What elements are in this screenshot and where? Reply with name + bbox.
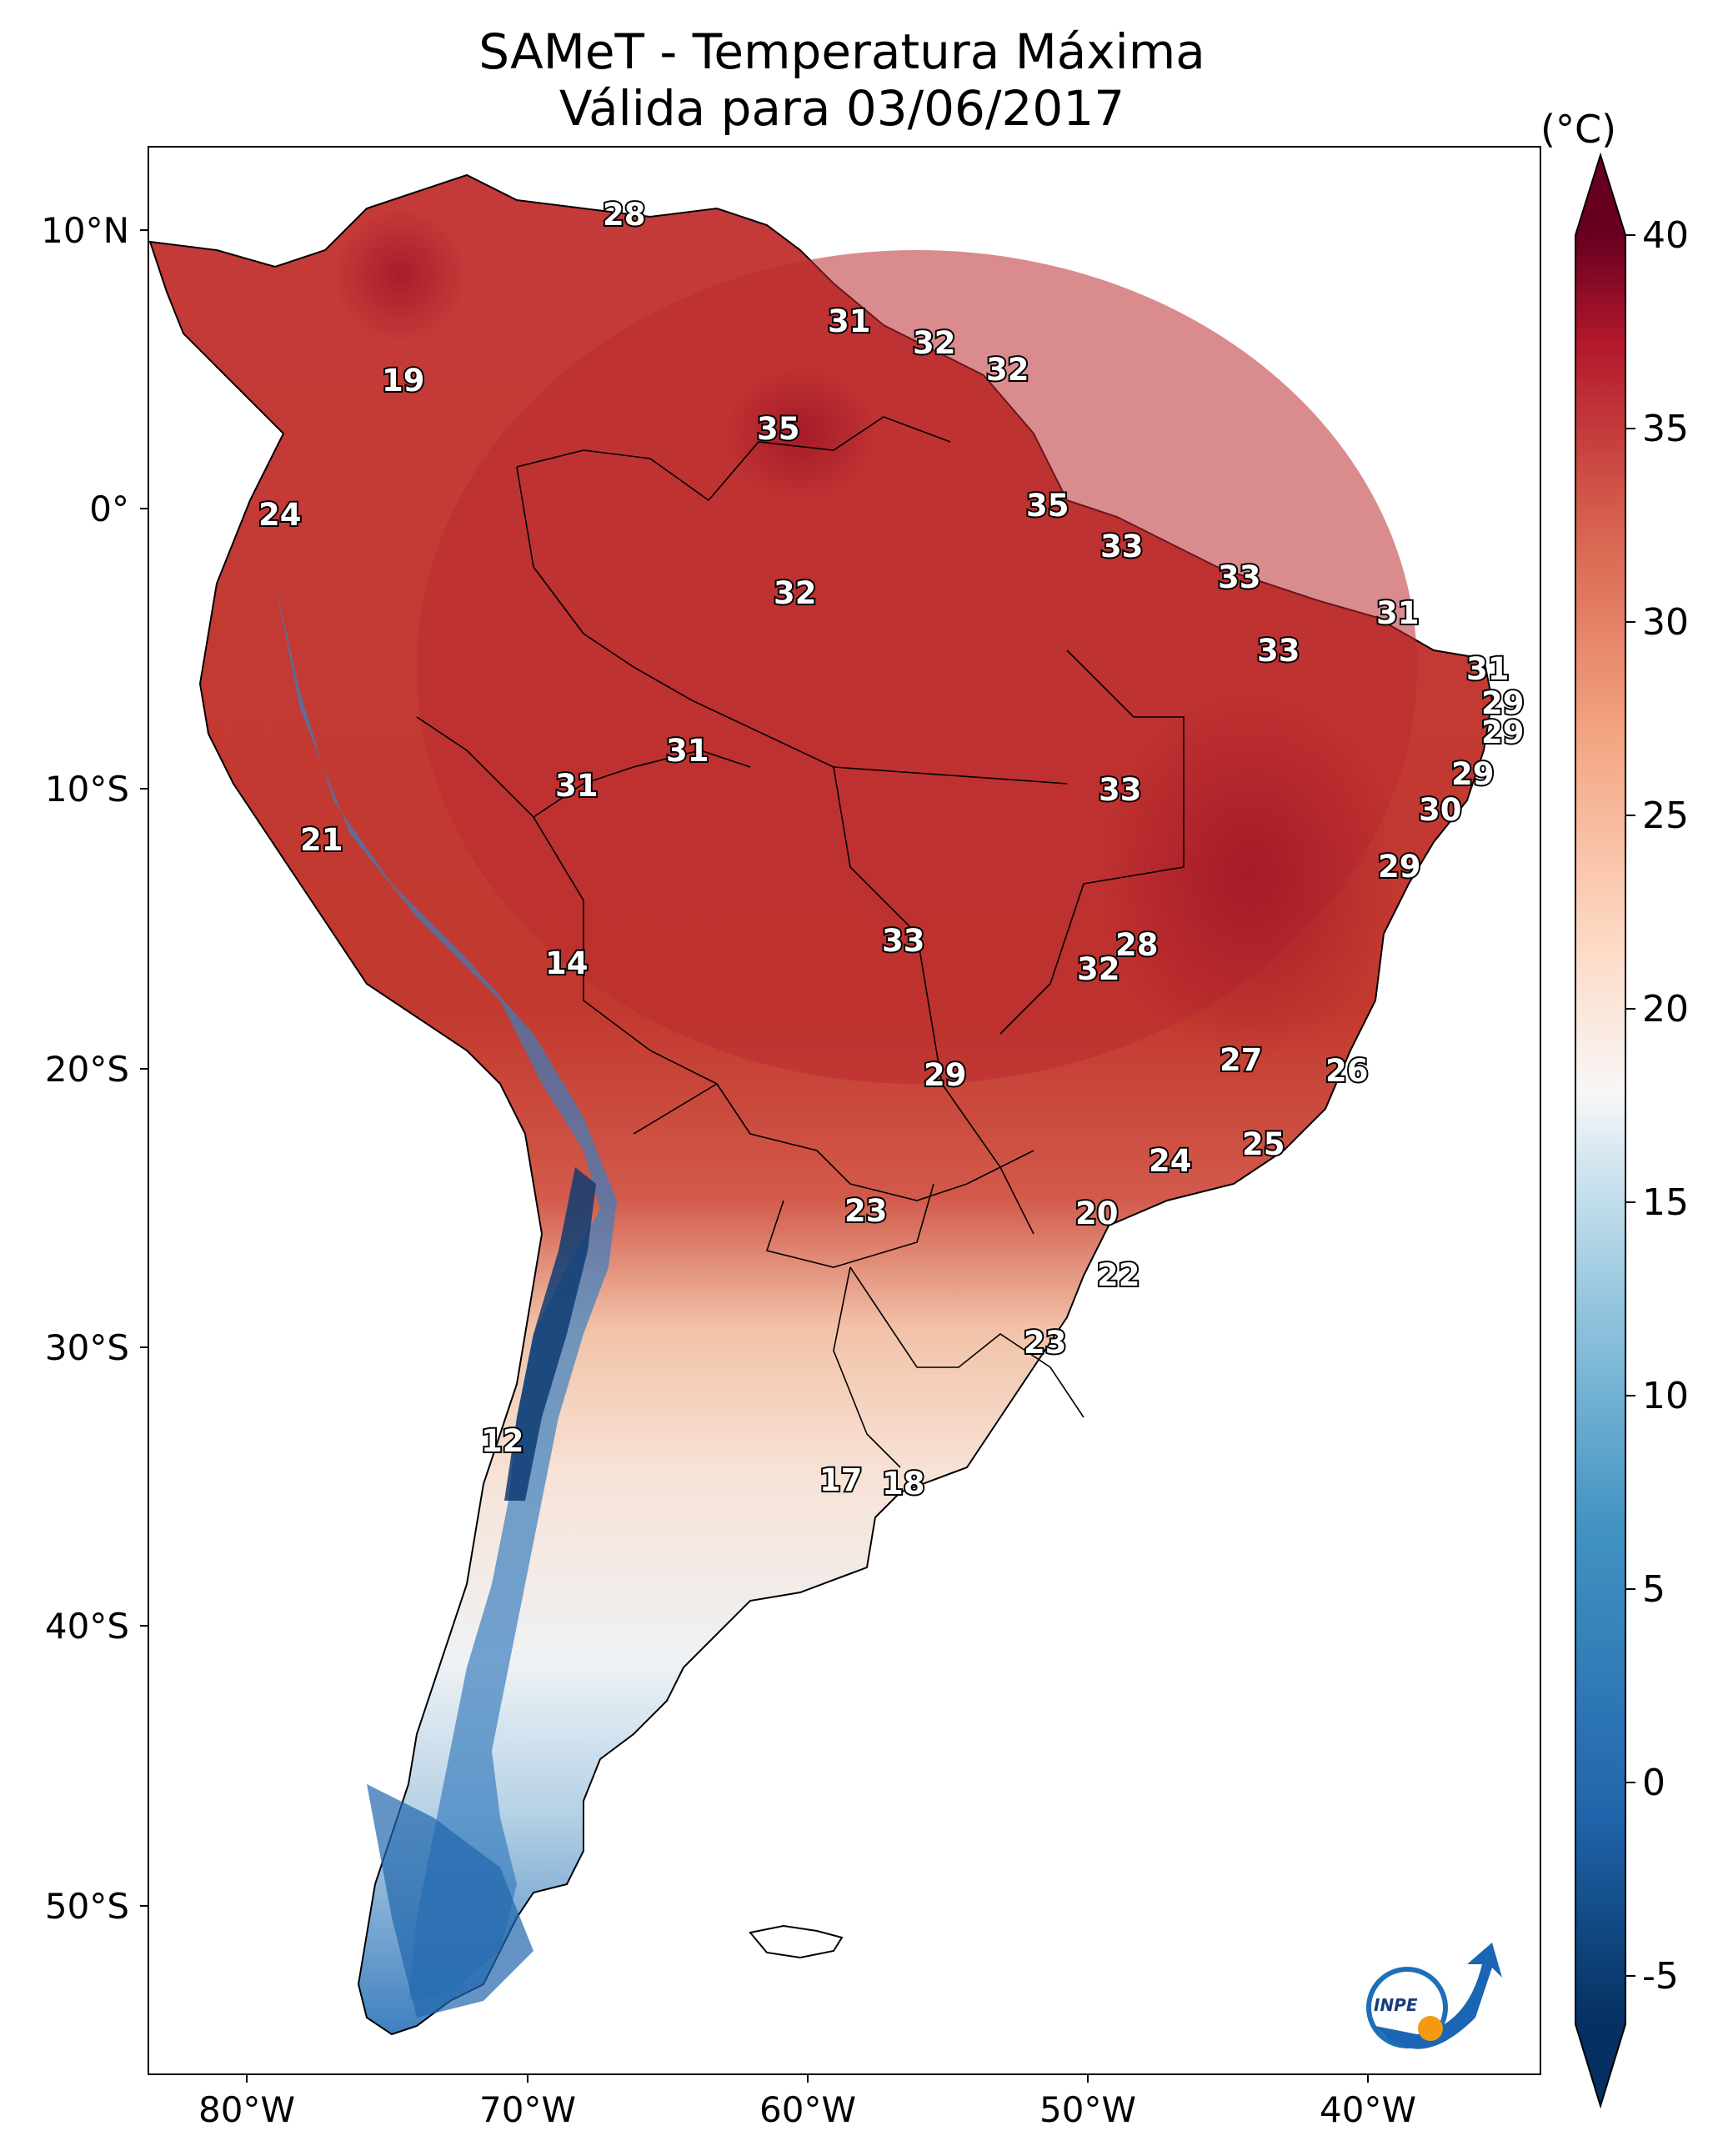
map-title: SAMeT - Temperatura Máxima (478, 23, 1205, 80)
value-label: 22 (1097, 1257, 1140, 1293)
station-value-labels: 28 19 31 32 32 35 35 24 33 32 33 31 33 3… (257, 195, 1526, 1503)
colorbar-tick-label: -5 (1642, 1955, 1679, 1998)
value-label: 18 (882, 1466, 925, 1502)
value-label: 35 (757, 411, 800, 447)
value-label: 14 (545, 945, 589, 981)
colorbar-tick-label: 0 (1642, 1762, 1665, 1804)
lat-labels: 10°N 0° 10°S 20°S 30°S 40°S 50°S (41, 210, 129, 1927)
value-label: 33 (882, 923, 925, 959)
map-area: 28 19 31 32 32 35 35 24 33 32 33 31 33 3… (148, 173, 1526, 2049)
value-label: 21 (300, 822, 343, 858)
colorbar-tick-label: 15 (1642, 1181, 1689, 1224)
lat-label: 30°S (45, 1327, 129, 1368)
value-label: 23 (844, 1193, 888, 1229)
logo-text: INPE (1374, 1995, 1418, 2015)
lat-label: 20°S (45, 1049, 129, 1090)
value-label: 31 (555, 768, 599, 804)
hotspot-guiana (725, 367, 875, 500)
value-label: 12 (481, 1423, 524, 1459)
colorbar-unit: (°C) (1540, 107, 1617, 152)
value-label: 30 (1419, 792, 1462, 828)
andes-coldest-core (504, 1167, 596, 1501)
value-label: 28 (1115, 927, 1159, 963)
value-label: 26 (1325, 1053, 1369, 1089)
value-label: 31 (666, 733, 709, 769)
value-label: 25 (1242, 1126, 1285, 1162)
lat-label: 50°S (45, 1886, 129, 1927)
lon-label: 80°W (198, 2089, 295, 2130)
value-label: 17 (819, 1462, 863, 1498)
logo-sun (1418, 2016, 1443, 2041)
value-label: 33 (1218, 559, 1261, 595)
colorbar-tick-label: 40 (1642, 214, 1689, 257)
value-label: 32 (1077, 951, 1120, 987)
value-label: 28 (603, 197, 646, 233)
value-label: 23 (1024, 1325, 1067, 1361)
value-label: 29 (1378, 849, 1421, 885)
patagonia-cold (367, 1784, 533, 2018)
map-subtitle: Válida para 03/06/2017 (558, 80, 1125, 137)
colorbar-max-extension (1575, 155, 1625, 235)
falkland-islands (749, 1924, 844, 1959)
colorbar-tick-label: 10 (1642, 1375, 1689, 1417)
lon-label: 50°W (1039, 2089, 1136, 2130)
value-label: 20 (1075, 1196, 1119, 1231)
colorbar: 40 35 30 25 20 15 10 5 0 -5 (1575, 152, 1689, 2109)
lat-ticks (140, 229, 148, 1907)
colorbar-tick-label: 30 (1642, 601, 1689, 644)
value-label: 29 (1481, 685, 1525, 721)
value-label: 35 (1026, 488, 1069, 524)
lat-label: 0° (89, 489, 129, 529)
value-label: 29 (1451, 756, 1495, 792)
colorbar-outline (1575, 152, 1626, 2109)
colorbar-min-extension (1575, 2024, 1625, 2106)
lon-label: 60°W (759, 2089, 856, 2130)
value-label: 24 (1149, 1143, 1192, 1179)
lon-label: 70°W (479, 2089, 576, 2130)
andes-cold-belt (275, 584, 617, 2001)
lat-label: 40°S (45, 1606, 129, 1647)
value-label: 27 (1220, 1042, 1263, 1078)
value-label: 33 (1100, 529, 1144, 564)
lat-label: 10°N (41, 210, 129, 251)
value-label: 32 (774, 575, 817, 611)
value-label: 19 (382, 363, 425, 399)
colorbar-tick-label: 5 (1642, 1568, 1665, 1611)
value-label: 24 (258, 497, 302, 533)
lon-labels: 80°W 70°W 60°W 50°W 40°W (198, 2089, 1416, 2130)
value-label: 31 (828, 303, 871, 339)
lon-label: 40°W (1320, 2089, 1416, 2130)
value-label: 29 (924, 1057, 967, 1093)
colorbar-tick-label: 35 (1642, 408, 1689, 450)
value-label: 31 (1466, 651, 1510, 687)
hotspot-center (1100, 692, 1400, 1059)
value-label: 31 (1376, 595, 1420, 631)
lon-ticks (246, 2074, 1369, 2083)
country-borders (416, 416, 1185, 1468)
hotspot-north (333, 208, 467, 342)
value-label: 29 (1481, 714, 1525, 750)
value-label: 33 (1099, 772, 1142, 808)
value-label: 32 (986, 352, 1029, 388)
inpe-logo: INPE (1366, 1943, 1502, 2049)
colorbar-tick-label: 20 (1642, 988, 1689, 1030)
lat-label: 10°S (45, 769, 129, 810)
value-label: 33 (1257, 633, 1300, 669)
colorbar-tick-label: 25 (1642, 795, 1689, 837)
value-label: 32 (913, 325, 956, 361)
